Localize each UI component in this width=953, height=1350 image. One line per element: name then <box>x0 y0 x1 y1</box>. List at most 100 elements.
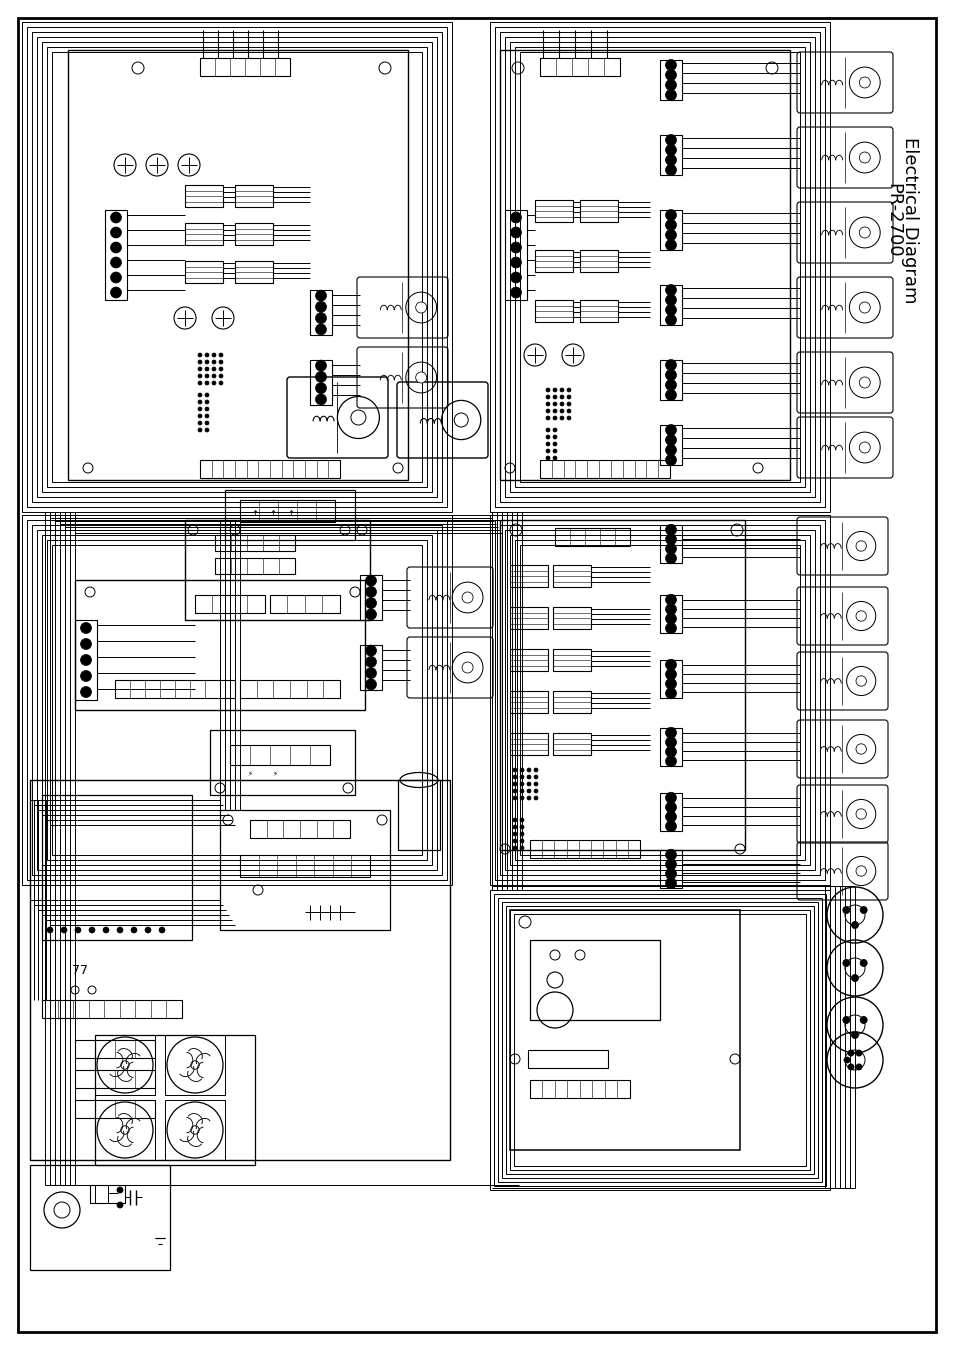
Bar <box>47 540 427 860</box>
Circle shape <box>665 315 676 325</box>
Circle shape <box>545 396 550 400</box>
Circle shape <box>219 352 223 356</box>
Circle shape <box>841 906 849 914</box>
Circle shape <box>665 728 676 738</box>
Circle shape <box>859 153 869 163</box>
Bar <box>514 914 805 1166</box>
Circle shape <box>859 227 869 238</box>
Circle shape <box>526 796 531 801</box>
Bar <box>165 1100 225 1160</box>
Bar <box>555 528 629 545</box>
Bar <box>37 531 436 869</box>
Bar <box>185 261 223 284</box>
Circle shape <box>205 421 209 425</box>
Circle shape <box>855 541 865 551</box>
Circle shape <box>665 209 676 220</box>
Circle shape <box>665 747 676 757</box>
Circle shape <box>111 242 121 252</box>
Circle shape <box>80 639 91 649</box>
Circle shape <box>843 1057 849 1062</box>
Bar <box>42 1000 182 1018</box>
Bar <box>535 300 573 323</box>
Circle shape <box>665 444 676 455</box>
Circle shape <box>534 768 537 772</box>
Circle shape <box>513 838 517 842</box>
Bar <box>659 211 681 250</box>
Bar <box>510 535 809 865</box>
Circle shape <box>665 379 676 390</box>
Circle shape <box>665 678 676 690</box>
Circle shape <box>198 367 202 371</box>
Circle shape <box>665 294 676 305</box>
Circle shape <box>510 227 521 238</box>
Circle shape <box>860 960 866 967</box>
Circle shape <box>559 396 563 400</box>
Circle shape <box>315 382 326 394</box>
Text: ⚡: ⚡ <box>273 771 277 778</box>
Bar <box>27 520 447 880</box>
Circle shape <box>665 144 676 155</box>
Bar <box>553 733 590 755</box>
Text: PR-2700: PR-2700 <box>883 182 901 258</box>
Circle shape <box>365 586 376 597</box>
Circle shape <box>513 768 517 772</box>
Bar <box>30 780 450 1160</box>
Circle shape <box>510 242 521 252</box>
Circle shape <box>545 416 550 420</box>
Circle shape <box>454 413 468 427</box>
Circle shape <box>117 927 123 933</box>
Bar <box>495 27 824 508</box>
Bar <box>200 58 290 76</box>
Bar <box>553 691 590 713</box>
Bar <box>185 185 223 207</box>
Circle shape <box>513 775 517 779</box>
Circle shape <box>665 756 676 767</box>
Circle shape <box>534 788 537 792</box>
Bar <box>234 223 273 244</box>
Bar <box>95 1035 254 1165</box>
Circle shape <box>80 655 91 666</box>
Circle shape <box>198 414 202 418</box>
Circle shape <box>526 775 531 779</box>
Bar <box>659 135 681 176</box>
Bar <box>30 1165 170 1270</box>
Bar <box>530 1080 629 1098</box>
Circle shape <box>205 381 209 385</box>
Bar <box>510 910 809 1170</box>
Circle shape <box>526 782 531 786</box>
Circle shape <box>665 792 676 803</box>
Circle shape <box>851 1031 858 1038</box>
Circle shape <box>566 396 571 400</box>
Bar <box>495 520 824 880</box>
Circle shape <box>159 927 165 933</box>
Circle shape <box>461 593 473 603</box>
Circle shape <box>519 818 523 822</box>
Bar <box>659 425 681 464</box>
Circle shape <box>219 367 223 371</box>
Circle shape <box>315 324 326 335</box>
Bar <box>519 545 800 855</box>
Bar <box>210 730 355 795</box>
Bar <box>240 855 370 878</box>
Circle shape <box>665 868 676 879</box>
Circle shape <box>219 374 223 378</box>
Circle shape <box>519 782 523 786</box>
Circle shape <box>859 302 869 313</box>
Circle shape <box>841 960 849 967</box>
Circle shape <box>665 455 676 466</box>
Circle shape <box>665 370 676 381</box>
Circle shape <box>553 435 557 439</box>
Bar <box>515 47 804 487</box>
Bar <box>553 608 590 629</box>
Circle shape <box>61 927 67 933</box>
Circle shape <box>219 381 223 385</box>
Circle shape <box>559 416 563 420</box>
Circle shape <box>365 598 376 609</box>
Circle shape <box>117 1202 123 1208</box>
Circle shape <box>665 533 676 545</box>
Bar <box>659 595 681 633</box>
Circle shape <box>855 610 865 621</box>
Circle shape <box>665 802 676 813</box>
Bar <box>530 940 659 1021</box>
Bar <box>90 1185 125 1203</box>
